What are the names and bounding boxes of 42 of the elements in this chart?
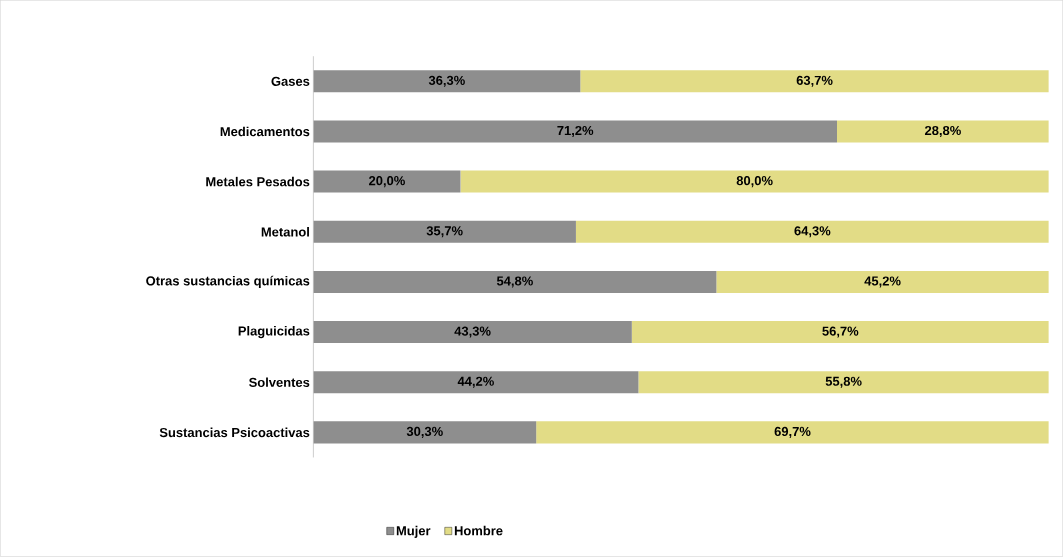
y-tick-label: Plaguicidas (238, 326, 310, 339)
bar (313, 70, 581, 93)
data-label: 63,7% (796, 75, 833, 87)
data-label: 30,3% (406, 426, 443, 439)
y-tick-label: Metales Pesados (206, 176, 310, 187)
data-label: 56,7% (822, 326, 859, 338)
data-label: 20,0% (369, 176, 405, 188)
data-label: 28,8% (924, 126, 961, 138)
legend-label: Hombre (454, 525, 503, 536)
data-label: 55,8% (825, 376, 862, 388)
y-tick-label: Metanol (261, 227, 309, 237)
bar (716, 271, 1049, 294)
data-label: 80,0% (736, 176, 773, 188)
data-label: 43,3% (454, 326, 491, 338)
y-tick-label: Otras sustancias químicas (146, 275, 310, 289)
bar (313, 170, 461, 193)
y-tick-label: Sustancias Psicoactivas (159, 427, 310, 438)
bar (313, 321, 632, 344)
data-label: 54,8% (496, 276, 533, 288)
y-tick-label: Solventes (249, 377, 310, 388)
bar (536, 421, 1049, 444)
data-label: 69,7% (774, 426, 811, 439)
bar (313, 371, 639, 394)
data-label: 44,2% (457, 376, 494, 388)
bar (638, 371, 1049, 394)
data-label: 35,7% (426, 226, 463, 238)
bar (313, 120, 837, 143)
data-label: 36,3% (428, 75, 465, 87)
bar (836, 120, 1049, 143)
data-label: 64,3% (794, 226, 831, 238)
data-label: 45,2% (864, 276, 901, 288)
data-label: 71,2% (557, 126, 594, 138)
y-tick-label: Medicamentos (220, 126, 310, 137)
bar (580, 70, 1049, 93)
bar (631, 321, 1049, 344)
bar (313, 421, 537, 444)
bar (575, 220, 1049, 243)
legend-label: Mujer (396, 525, 431, 539)
bar (460, 170, 1049, 193)
y-tick-label: Gases (271, 76, 310, 87)
bar (313, 220, 576, 243)
bar (313, 271, 717, 294)
